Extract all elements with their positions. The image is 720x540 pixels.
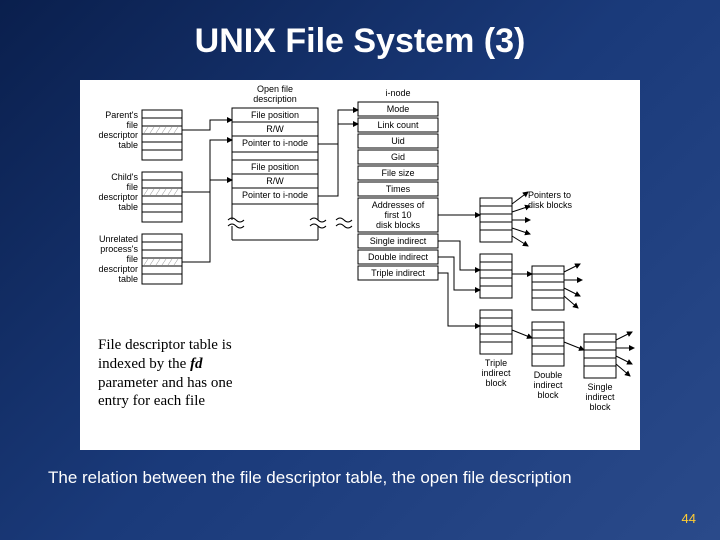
svg-text:Mode: Mode (387, 104, 410, 114)
svg-text:indirect: indirect (481, 368, 511, 378)
svg-text:disk blocks: disk blocks (528, 200, 573, 210)
svg-text:Uid: Uid (391, 136, 405, 146)
diagram-figure: Open file description i-node Parent's fi… (80, 80, 640, 450)
svg-text:disk blocks: disk blocks (376, 220, 421, 230)
svg-text:Pointer to i-node: Pointer to i-node (242, 190, 308, 200)
svg-text:Triple indirect: Triple indirect (371, 268, 425, 278)
svg-text:block: block (537, 390, 559, 400)
triple-label: Triple (485, 358, 507, 368)
svg-text:indirect: indirect (533, 380, 563, 390)
svg-text:block: block (589, 402, 611, 412)
double-label: Double (534, 370, 563, 380)
svg-text:File position: File position (251, 162, 299, 172)
svg-text:Gid: Gid (391, 152, 405, 162)
svg-text:file: file (126, 120, 138, 130)
svg-text:Link count: Link count (377, 120, 419, 130)
svg-text:indirect: indirect (585, 392, 615, 402)
page-number: 44 (682, 511, 696, 526)
single-label: Single (587, 382, 612, 392)
svg-text:table: table (118, 202, 138, 212)
fd-table-unrelated: Unrelated process's file descriptor tabl… (98, 234, 182, 284)
fd-table-parent: Parent's file descriptor table (98, 110, 182, 160)
svg-text:descriptor: descriptor (98, 130, 138, 140)
svg-text:Child's: Child's (111, 172, 138, 182)
disk-block-3 (480, 310, 512, 354)
inode-header: i-node (385, 88, 410, 98)
slide-caption: The relation between the file descriptor… (48, 468, 572, 488)
disk-block-4 (532, 266, 564, 310)
svg-text:table: table (118, 140, 138, 150)
svg-text:file: file (126, 254, 138, 264)
svg-text:Unrelated: Unrelated (99, 234, 138, 244)
disk-block-5 (532, 322, 564, 366)
svg-text:R/W: R/W (266, 124, 284, 134)
slide-title: UNIX File System (3) (0, 0, 720, 61)
svg-text:Double indirect: Double indirect (368, 252, 429, 262)
figure-caption: File descriptor table is indexed by the … (98, 336, 293, 411)
svg-text:Pointer to i-node: Pointer to i-node (242, 138, 308, 148)
svg-text:Addresses of: Addresses of (372, 200, 425, 210)
svg-text:file: file (126, 182, 138, 192)
svg-text:first 10: first 10 (384, 210, 411, 220)
svg-text:descriptor: descriptor (98, 192, 138, 202)
svg-text:Times: Times (386, 184, 411, 194)
disk-block-6 (584, 334, 616, 378)
svg-text:File size: File size (381, 168, 414, 178)
pointers-label: Pointers to (528, 190, 571, 200)
disk-block-1 (480, 198, 512, 242)
svg-text:descriptor: descriptor (98, 264, 138, 274)
svg-text:table: table (118, 274, 138, 284)
svg-text:block: block (485, 378, 507, 388)
svg-text:File position: File position (251, 110, 299, 120)
svg-text:process's: process's (100, 244, 138, 254)
svg-text:R/W: R/W (266, 176, 284, 186)
svg-text:Single indirect: Single indirect (370, 236, 427, 246)
inode-box: Mode Link count Uid Gid File size Times … (358, 102, 438, 280)
disk-block-2 (480, 254, 512, 298)
open-file-header: Open file (257, 84, 293, 94)
svg-text:Parent's: Parent's (105, 110, 138, 120)
fd-table-child: Child's file descriptor table (98, 172, 182, 222)
svg-text:description: description (253, 94, 297, 104)
